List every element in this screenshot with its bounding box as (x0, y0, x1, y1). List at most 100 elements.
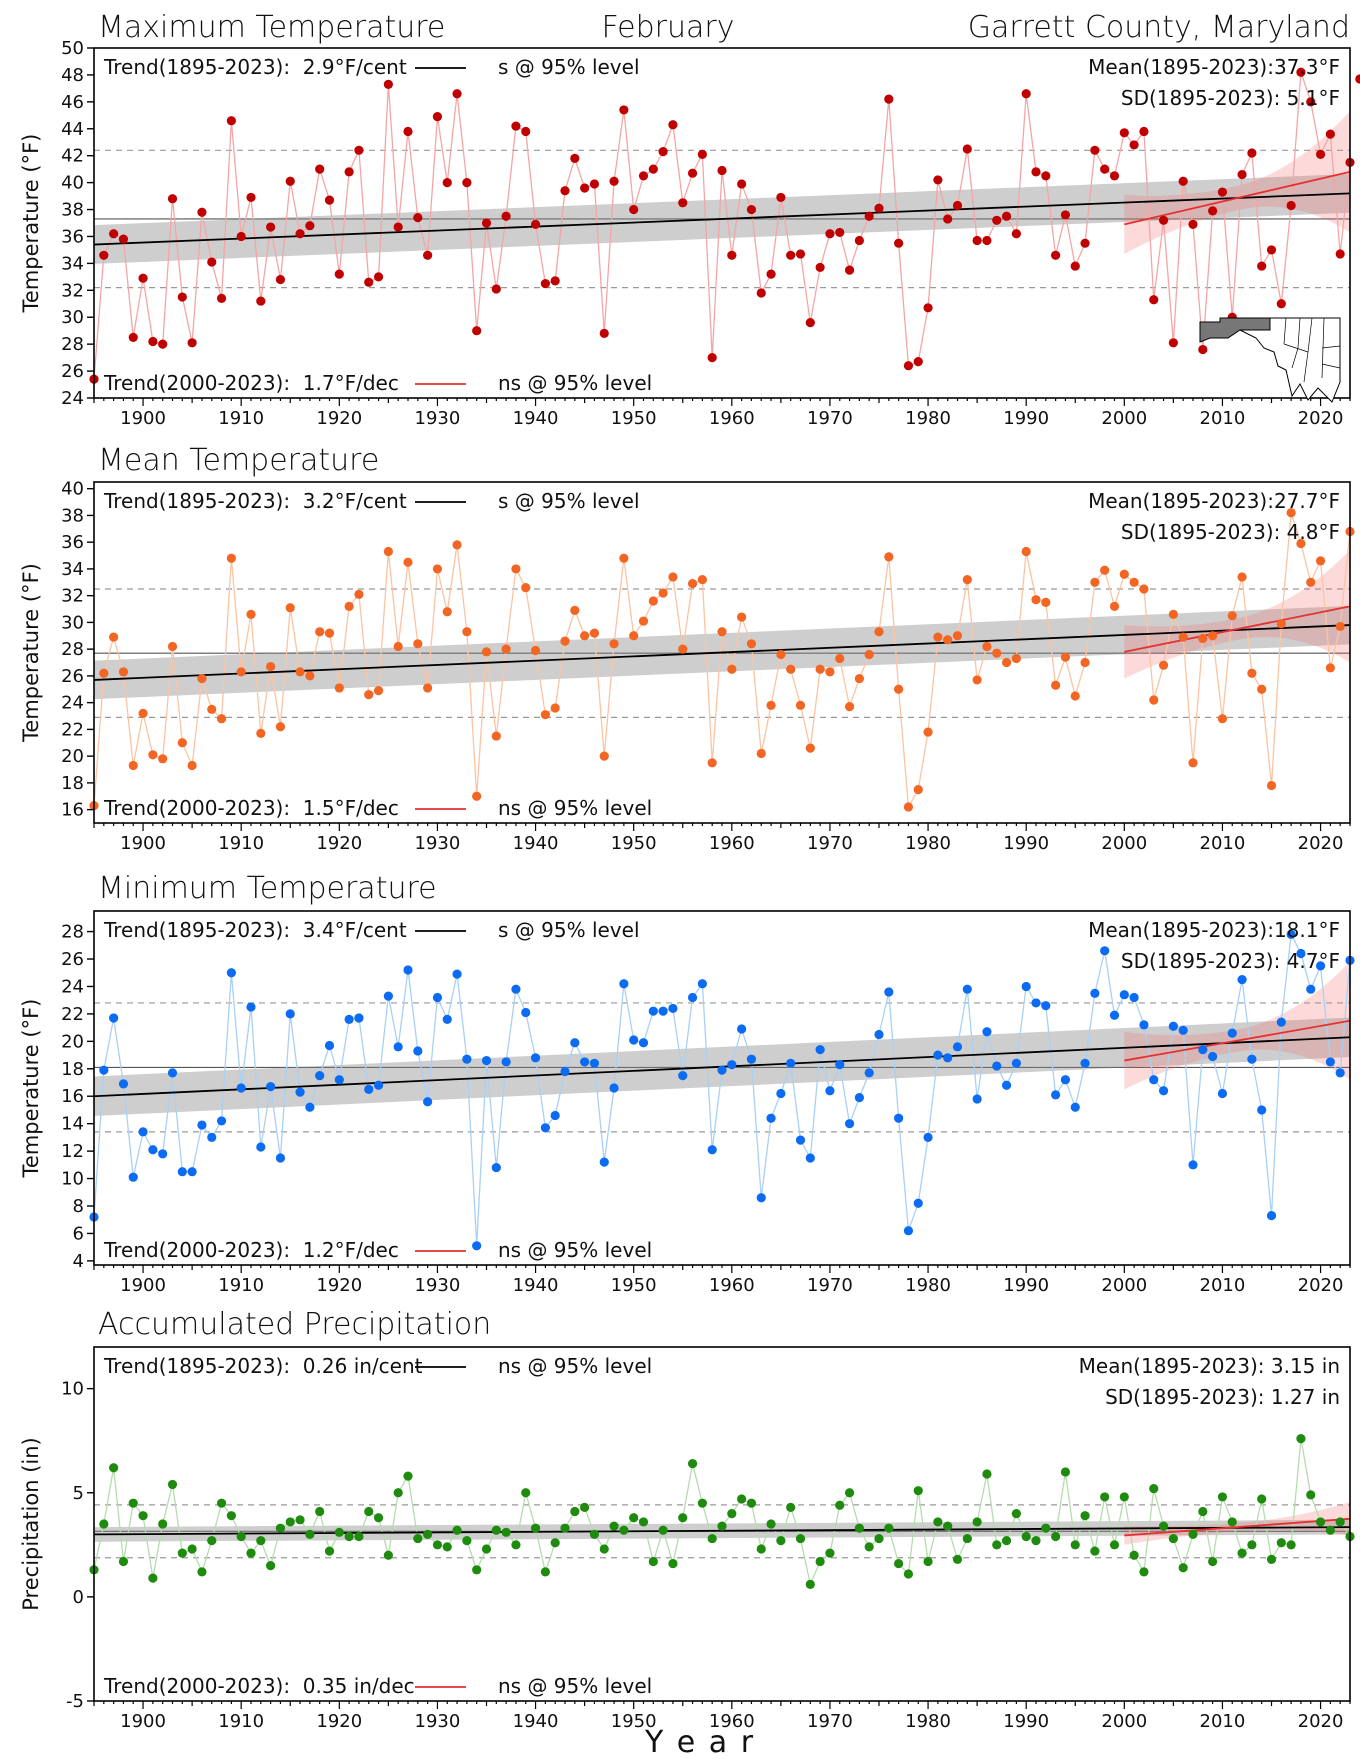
y-tick-label: 36 (61, 226, 84, 247)
data-point-1977 (894, 684, 904, 694)
data-point-1944 (570, 605, 580, 615)
data-point-1915 (285, 603, 295, 613)
data-point-2006 (1178, 176, 1188, 186)
data-point-1918 (315, 627, 325, 637)
data-point-1940 (530, 219, 541, 229)
data-point-1929 (423, 1097, 433, 1107)
data-point-1945 (580, 1502, 590, 1512)
data-point-2002 (1139, 584, 1149, 594)
data-point-2009 (1208, 206, 1218, 216)
data-point-1982 (943, 1053, 953, 1063)
data-point-1970 (825, 1548, 835, 1558)
data-point-1914 (275, 1153, 286, 1163)
data-point-1912 (256, 1142, 266, 1152)
data-point-1988 (1001, 657, 1012, 668)
data-point-1901 (148, 1145, 158, 1155)
data-point-1972 (844, 1488, 855, 1498)
x-tick-label: 1920 (316, 408, 362, 429)
data-point-1948 (609, 1521, 619, 1531)
data-point-1965 (776, 1536, 786, 1546)
data-point-1950 (629, 631, 639, 641)
data-point-1935 (481, 647, 492, 657)
data-point-1966 (786, 1058, 796, 1068)
data-point-1932 (452, 1525, 462, 1535)
data-point-1954 (668, 120, 678, 130)
data-point-1954 (668, 572, 678, 582)
data-point-1995 (1070, 261, 1080, 271)
y-tick-label: 34 (61, 253, 84, 274)
data-point-1913 (266, 222, 276, 232)
maryland-map-county-lines (1283, 317, 1341, 383)
data-point-2021 (1325, 1057, 1335, 1067)
recent-trend-confidence-band (1124, 550, 1350, 679)
data-point-1980 (923, 303, 933, 313)
data-point-2011 (1227, 611, 1237, 621)
data-point-1949 (619, 979, 629, 989)
data-point-1998 (1100, 164, 1110, 174)
data-point-1985 (972, 1517, 982, 1527)
data-point-1926 (393, 641, 403, 652)
data-point-1939 (521, 1488, 531, 1498)
recent-trend-line (1124, 1517, 1350, 1537)
data-point-1935 (481, 218, 492, 228)
data-point-1912 (256, 296, 266, 306)
data-point-1905 (187, 1167, 197, 1177)
data-point-1991 (1031, 167, 1041, 177)
data-point-1986 (982, 1469, 992, 1479)
data-point-1917 (305, 221, 315, 231)
data-point-1994 (1060, 1467, 1071, 1477)
data-point-1997 (1090, 145, 1100, 155)
y-tick-label: 20 (61, 1031, 84, 1052)
x-tick-label: 1990 (1003, 1275, 1049, 1296)
data-point-1947 (599, 1544, 609, 1554)
data-point-1939 (521, 126, 531, 137)
data-point-1909 (226, 968, 236, 978)
data-point-1907 (207, 257, 217, 267)
data-point-2004 (1158, 215, 1169, 225)
data-point-1956 (687, 579, 698, 589)
data-point-1937 (501, 1057, 511, 1067)
data-point-1901 (148, 336, 158, 347)
data-point-2018 (1296, 1434, 1306, 1444)
data-point-1981 (933, 632, 943, 642)
y-tick-label: 10 (61, 1379, 84, 1400)
data-point-1950 (629, 1513, 639, 1523)
data-point-2005 (1168, 1533, 1178, 1544)
x-tick-label: 1920 (316, 1711, 362, 1732)
y-tick-label: 8 (73, 1196, 84, 1217)
data-point-1938 (511, 984, 521, 994)
data-point-1977 (894, 238, 904, 248)
x-tick-label: 2020 (1298, 833, 1344, 854)
y-tick-label: 24 (61, 976, 84, 997)
data-point-2020 (1315, 961, 1326, 971)
data-point-1968 (805, 1153, 815, 1163)
data-point-1980 (923, 727, 933, 737)
data-point-1986 (982, 235, 992, 246)
recent-trend-line (1124, 1019, 1350, 1062)
data-point-2008 (1198, 1044, 1208, 1055)
data-point-1952 (648, 596, 658, 606)
data-point-1967 (795, 700, 806, 710)
data-point-1935 (481, 1055, 492, 1066)
data-point-1993 (1051, 1090, 1061, 1100)
x-tick-label: 1910 (218, 408, 264, 429)
data-point-1968 (805, 318, 815, 328)
data-point-1932 (452, 969, 462, 979)
data-point-1992 (1041, 1523, 1051, 1533)
data-point-1988 (1001, 211, 1012, 221)
data-point-1965 (776, 192, 786, 203)
trend-long-label: Trend(1895-2023): 0.26 in/cent (103, 1354, 423, 1378)
sd-label: SD(1895-2023): 5.1°F (1121, 86, 1340, 110)
data-point-1906 (197, 207, 207, 217)
data-point-1920 (334, 683, 344, 693)
data-point-1995 (1070, 691, 1080, 701)
data-point-1959 (717, 1065, 727, 1075)
figure-header-location: Garrett County, Maryland (968, 10, 1350, 45)
data-point-1927 (403, 965, 413, 975)
data-point-1961 (737, 179, 747, 189)
y-tick-label: 30 (61, 307, 84, 328)
data-point-1998 (1100, 1492, 1110, 1502)
data-point-1924 (373, 272, 384, 282)
data-point-1937 (501, 644, 511, 654)
x-tick-label: 1990 (1003, 1711, 1049, 1732)
